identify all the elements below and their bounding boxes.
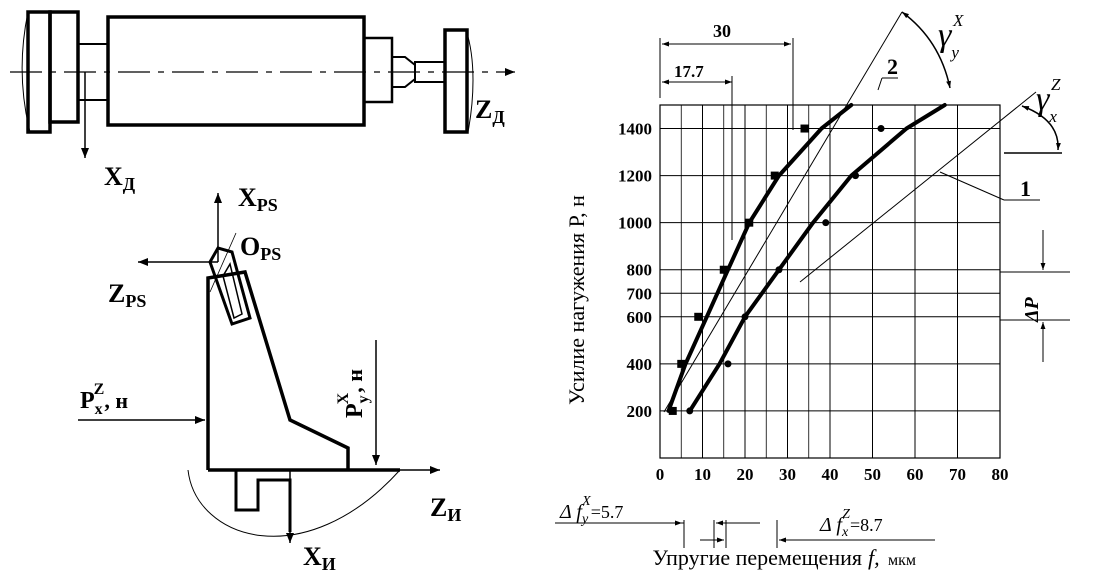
chart-series-1-line	[687, 103, 947, 413]
chart-series-1-point	[877, 125, 885, 133]
chart-series-2-line	[666, 103, 854, 413]
dimension-lines	[659, 38, 794, 240]
dim-30-label: 30	[713, 21, 731, 41]
chart-x-tick-label: 40	[822, 465, 839, 484]
chart-series-2-point	[677, 359, 686, 368]
gamma-x-label: γxZ	[1036, 75, 1061, 126]
chart-x-tick-label: 10	[694, 465, 711, 484]
chart-x-axis-symbol: f,	[868, 545, 880, 570]
chart-curves	[666, 103, 947, 413]
insert-inner	[222, 262, 243, 320]
tool-mount-profile	[234, 470, 292, 532]
chart-points	[668, 124, 885, 415]
spindle-x-label: XД	[104, 162, 136, 194]
tool-drawing	[78, 193, 440, 543]
chart-y-tick-label: 200	[627, 402, 653, 421]
chart-x-tick-label: 0	[656, 465, 665, 484]
workpiece	[106, 15, 366, 127]
chart-x-tick-label: 80	[992, 465, 1009, 484]
chart-y-tick-label: 400	[627, 355, 653, 374]
tool-origin-label: OPS	[240, 232, 281, 264]
force-pyx-label: PyX, н	[335, 369, 372, 418]
chart-y-tick-label: 1400	[618, 120, 652, 139]
chart-x-tick-label: 60	[907, 465, 924, 484]
chart-x-tick-label: 50	[864, 465, 881, 484]
gamma-y-label: γyX	[938, 11, 964, 62]
chart-y-tick-label: 800	[627, 261, 653, 280]
chart-y-axis-title: Усилие нагужения Р, н	[564, 195, 589, 405]
chart-series-1-point	[741, 313, 749, 321]
chart-y-tick-label: 600	[627, 308, 653, 327]
chart-series-2-point	[770, 171, 779, 180]
tool-x-label: XPS	[238, 183, 278, 215]
delta-f-dimensions	[555, 520, 935, 548]
chart-grid	[659, 104, 1001, 459]
chart-y-tick-label: 1000	[618, 214, 652, 233]
chart-series-2-point	[694, 312, 703, 321]
tangent-lines	[663, 11, 1062, 413]
chart-series-2-point	[719, 265, 728, 274]
curve-1-label: 1	[1020, 176, 1031, 201]
spindle-z-label: ZД	[475, 95, 505, 127]
tool-z-label: ZPS	[108, 279, 146, 311]
tailstock-body	[443, 28, 469, 134]
chart-series-2-point	[800, 124, 809, 133]
base-z-label: ZИ	[430, 493, 461, 525]
force-pxz-label: PxZ, н	[80, 381, 128, 418]
spindle-drawing	[10, 10, 515, 158]
chart-x-axis-title: Упругие перемещения	[652, 545, 862, 570]
delta-p-label: ΔP	[1021, 296, 1043, 323]
tailstock-neck	[362, 36, 394, 104]
base-x-label: XИ	[303, 542, 336, 574]
chuck-body	[48, 10, 80, 124]
chart-series-1-point	[852, 172, 859, 180]
chart-x-axis-unit: мкм	[888, 552, 916, 569]
chart-x-tick-label: 30	[779, 465, 796, 484]
chart-series-1-point	[822, 219, 830, 227]
chart-series-1-point	[686, 407, 694, 415]
delta-fy-label: Δ fyX=5.7	[559, 494, 623, 527]
chart-y-tick-label: 1200	[618, 167, 652, 186]
curve-2-label: 2	[887, 54, 898, 79]
chart-series-2-point	[668, 406, 677, 415]
chart-y-tick-label: 700	[627, 284, 653, 303]
chart-series-2-point	[745, 218, 754, 227]
chart-x-tick-label: 20	[737, 465, 754, 484]
delta-fx-label: Δ fxZ=8.7	[819, 507, 883, 540]
chart-ticks: 0 10 20 30 40 50 60 70 80 200 400 600 700 800 1000 1200…	[618, 120, 1009, 484]
chart-series-1-point	[775, 266, 783, 274]
dim-177-label: 17.7	[674, 62, 704, 81]
tool-holder-outline	[206, 270, 350, 470]
chart-x-tick-label: 70	[949, 465, 966, 484]
chart-series-1-point	[724, 360, 732, 368]
insert-outline	[208, 246, 252, 326]
delta-p-dimension	[1000, 230, 1070, 362]
